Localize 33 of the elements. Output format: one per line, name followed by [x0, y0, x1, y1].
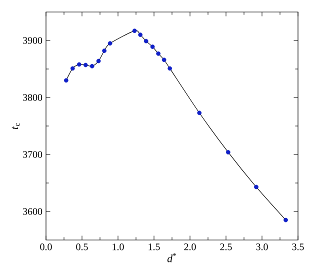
point — [83, 62, 88, 68]
y-axis-title: t$_{c}$ — [12, 123, 20, 130]
point — [64, 78, 68, 83]
point — [102, 48, 107, 53]
x-tick-label: 1.0 — [112, 244, 124, 250]
x-tick-label: 0.0 — [40, 244, 52, 250]
x-tick-label: 3.0 — [256, 244, 268, 250]
point — [108, 41, 112, 46]
point — [156, 51, 161, 56]
point — [162, 58, 166, 62]
y-tick-label: 3700 — [23, 151, 42, 158]
y-tick-label: 3900 — [23, 37, 42, 44]
point — [284, 218, 288, 222]
y-tick-label: 3600 — [23, 208, 42, 215]
point — [226, 150, 230, 154]
x-tick-label: 1.5 — [148, 244, 160, 250]
point — [138, 32, 143, 37]
x-tick-label: 3.5 — [292, 244, 304, 250]
x-axis-title: d$^{*}$ — [167, 253, 176, 262]
point — [254, 184, 258, 190]
point — [197, 110, 202, 116]
x-tick-label: 2.5 — [220, 244, 232, 250]
point — [168, 66, 172, 71]
point — [90, 64, 94, 68]
point — [132, 28, 137, 34]
point — [96, 58, 101, 64]
point — [70, 66, 75, 71]
x-tick-label: 0.5 — [76, 244, 88, 250]
point — [144, 38, 148, 44]
y-tick-label: 3800 — [23, 94, 42, 101]
point — [76, 62, 82, 67]
point — [150, 44, 155, 49]
x-tick-label: 2.0 — [184, 244, 196, 250]
